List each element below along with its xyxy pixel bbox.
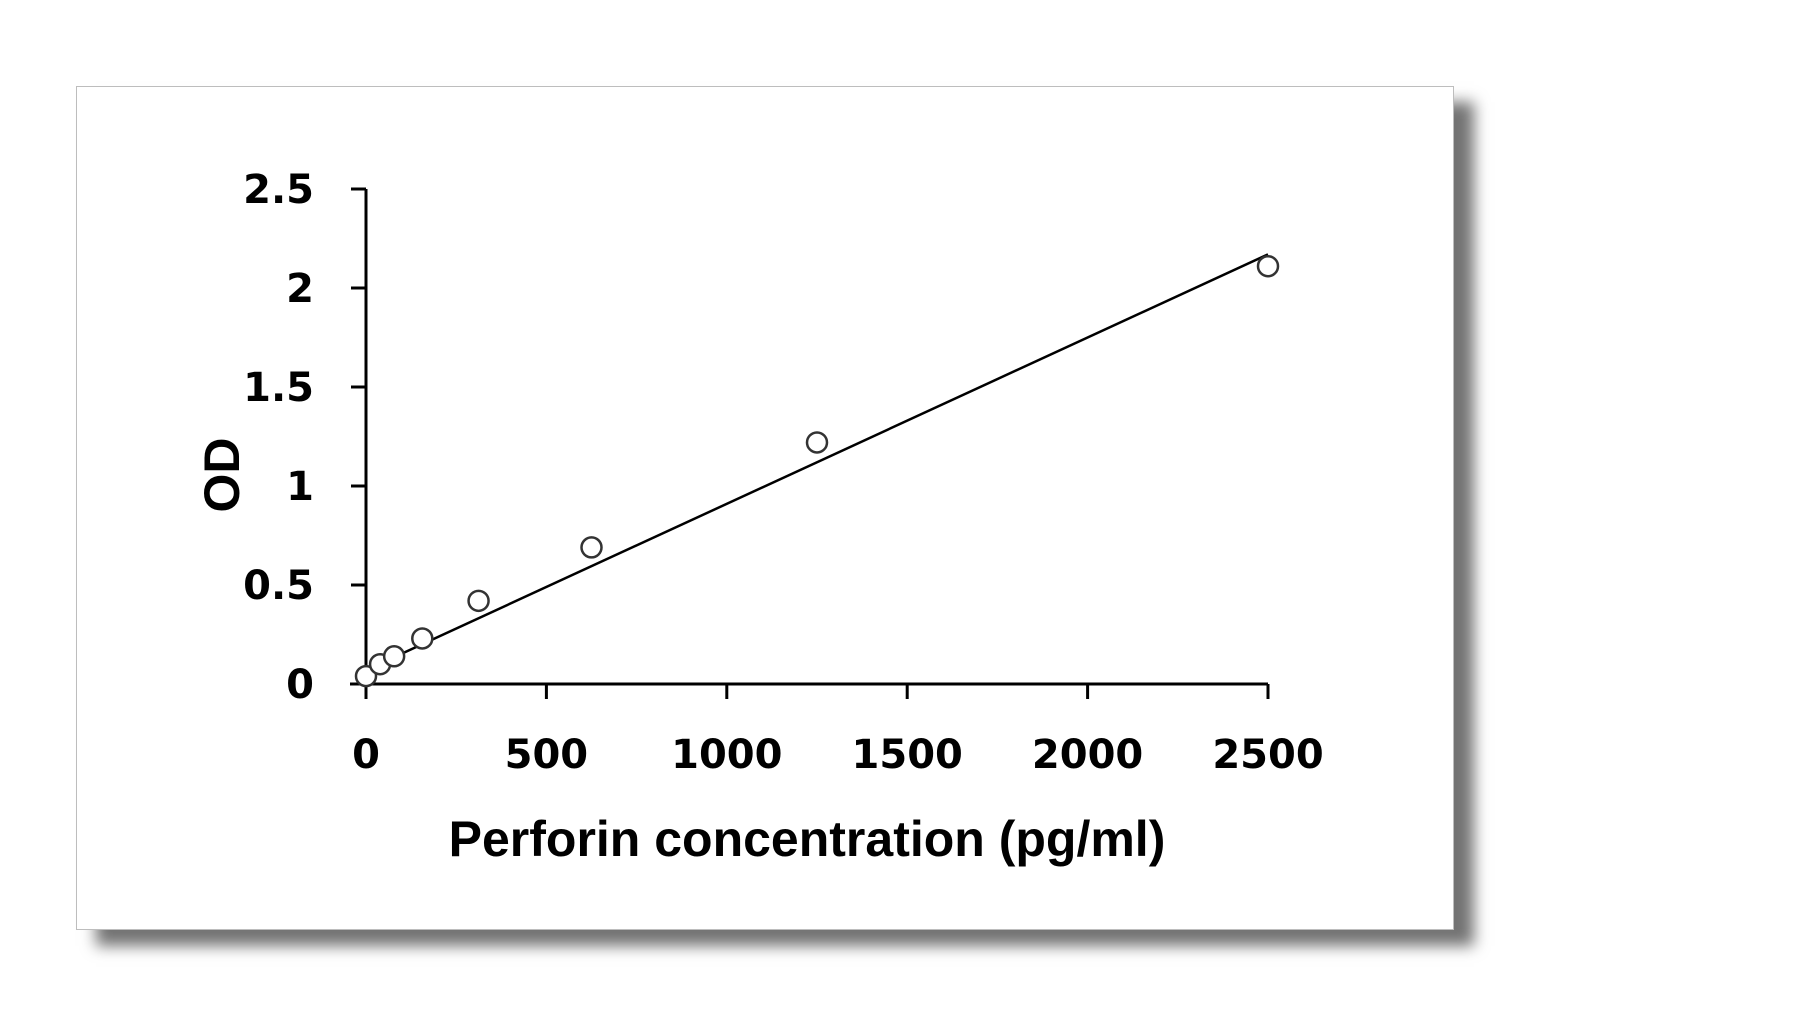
x-tick-label: 0 <box>352 732 380 778</box>
y-tick-label: 0 <box>286 662 314 708</box>
data-point <box>467 589 490 613</box>
data-point <box>580 536 603 559</box>
x-tick-label: 2500 <box>1212 732 1323 778</box>
trendline <box>365 253 1269 672</box>
x-tick-label: 1000 <box>671 732 782 778</box>
y-tick-label: 1.5 <box>243 365 314 411</box>
y-tick-label: 2.5 <box>243 167 314 213</box>
x-axis-title: Perforin concentration (pg/ml) <box>449 811 1166 867</box>
data-point <box>382 645 406 668</box>
y-axis-title: OD <box>194 438 250 513</box>
data-point <box>411 627 434 650</box>
x-tick-label: 2000 <box>1032 732 1143 778</box>
y-tick-label: 2 <box>286 266 314 312</box>
chart-card <box>76 86 1454 930</box>
data-point <box>1256 254 1280 278</box>
x-axis-ticks: 0 500 1000 1500 2000 2500 <box>352 684 1324 778</box>
y-axis-ticks: 0 0.5 1 1.5 2 2.5 <box>243 167 366 708</box>
x-tick-label: 1500 <box>852 732 963 778</box>
x-tick-label: 500 <box>505 732 589 778</box>
y-tick-label: 0.5 <box>243 563 314 609</box>
y-tick-label: 1 <box>286 464 314 510</box>
data-points <box>354 254 1280 688</box>
data-point <box>805 431 829 454</box>
data-point <box>354 664 378 688</box>
